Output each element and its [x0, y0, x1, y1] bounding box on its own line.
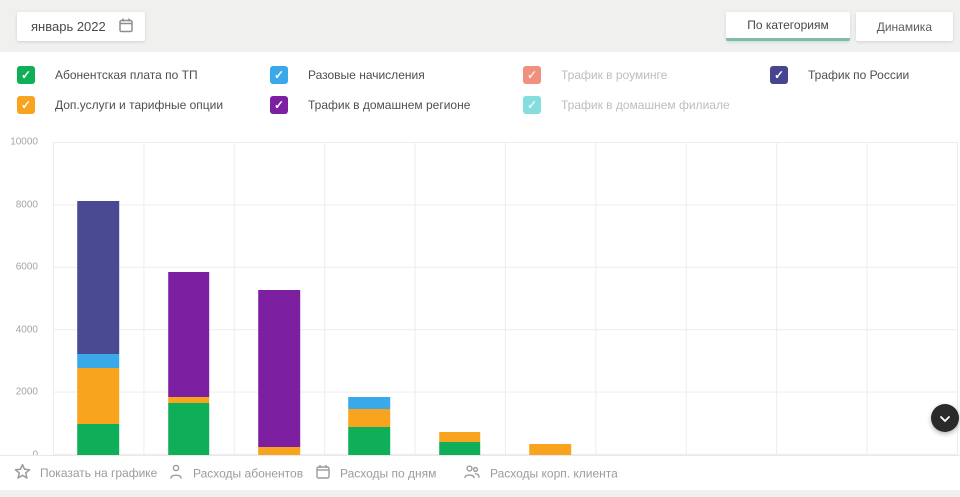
user-icon — [168, 464, 184, 483]
stacked-bar-6[interactable] — [529, 143, 571, 455]
legend-label: Трафик по России — [808, 68, 910, 82]
footer-item-label: Показать на графике — [40, 466, 158, 480]
bar-segment[interactable] — [77, 368, 119, 424]
footer-item-label: Расходы абонентов — [193, 466, 304, 480]
legend-item-subscription-fee[interactable]: ✓ Абонентская плата по ТП — [17, 66, 198, 84]
y-tick-label: 2000 — [15, 386, 38, 398]
bar-segment[interactable] — [438, 441, 481, 455]
y-tick-label: 4000 — [15, 324, 38, 336]
calendar-icon — [118, 17, 134, 36]
y-tick-label: 10000 — [10, 136, 38, 148]
bar-segment[interactable] — [77, 354, 119, 369]
top-bar: январь 2022 По категориям Динамика — [0, 0, 960, 52]
bar-segment[interactable] — [77, 200, 119, 355]
show-on-chart-button[interactable]: Показать на графике — [14, 463, 157, 483]
legend-label: Абонентская плата по ТП — [55, 68, 198, 82]
stacked-bar-5[interactable] — [438, 143, 481, 455]
calendar-icon — [315, 464, 331, 483]
legend-item-additional-services[interactable]: ✓ Доп.услуги и тарифные опции — [17, 96, 223, 114]
star-icon — [14, 463, 31, 483]
bar-segment[interactable] — [167, 403, 210, 455]
plot-area — [53, 142, 958, 455]
chevron-down-icon — [939, 411, 951, 426]
users-icon — [463, 464, 481, 483]
bar-column-1 — [53, 143, 143, 455]
checkbox-checked-icon[interactable]: ✓ — [17, 96, 35, 114]
bottom-toolbar: Показать на графике Расходы абонентов — [0, 455, 960, 490]
legend-item-russia-traffic[interactable]: ✓ Трафик по России — [770, 66, 909, 84]
bar-segment[interactable] — [348, 426, 391, 455]
y-tick-label: 6000 — [15, 261, 38, 273]
bar-segment[interactable] — [77, 423, 119, 455]
view-tabs: По категориям Динамика — [726, 12, 953, 41]
checkbox-checked-icon[interactable]: ✓ — [770, 66, 788, 84]
footer-item-label: Расходы корп. клиента — [490, 466, 618, 480]
stacked-bar-4[interactable] — [348, 143, 391, 455]
bar-segment[interactable] — [167, 396, 210, 404]
legend-label: Трафик в домашнем регионе — [308, 98, 471, 112]
tab-by-categories[interactable]: По категориям — [726, 12, 850, 41]
date-picker-button[interactable]: январь 2022 — [17, 12, 145, 41]
expenses-by-day-button[interactable]: Расходы по дням — [315, 464, 436, 483]
checkbox-checked-icon[interactable]: ✓ — [270, 66, 288, 84]
bar-column-3 — [234, 143, 324, 455]
bar-segment[interactable] — [529, 444, 571, 455]
bar-column-4 — [324, 143, 414, 455]
corporate-client-expenses-button[interactable]: Расходы корп. клиента — [463, 464, 618, 483]
y-axis: 10000 8000 6000 4000 2000 0 — [0, 137, 46, 461]
stacked-bar-2[interactable] — [167, 143, 210, 455]
legend-item-home-branch-traffic[interactable]: ✓ Трафик в домашнем филиале — [523, 96, 730, 114]
legend-label: Трафик в домашнем филиале — [561, 98, 730, 112]
legend-item-home-region-traffic[interactable]: ✓ Трафик в домашнем регионе — [270, 96, 470, 114]
bar-segment[interactable] — [348, 396, 391, 409]
checkbox-checked-icon[interactable]: ✓ — [17, 66, 35, 84]
bar-segment[interactable] — [258, 290, 300, 447]
date-picker-value: январь 2022 — [31, 19, 106, 34]
legend-item-one-time-charges[interactable]: ✓ Разовые начисления — [270, 66, 425, 84]
y-tick-label: 8000 — [15, 199, 38, 211]
legend-item-roaming-traffic[interactable]: ✓ Трафик в роуминге — [523, 66, 667, 84]
bar-segment[interactable] — [348, 408, 391, 427]
checkbox-checked-icon[interactable]: ✓ — [270, 96, 288, 114]
footer-item-label: Расходы по дням — [340, 466, 437, 480]
legend-label: Доп.услуги и тарифные опции — [55, 98, 224, 112]
bar-segment[interactable] — [438, 431, 481, 442]
bar-column-6 — [505, 143, 595, 455]
bar-column-2 — [143, 143, 233, 455]
main-panel: ✓ Абонентская плата по ТП ✓ Разовые начи… — [0, 52, 960, 490]
subscriber-expenses-button[interactable]: Расходы абонентов — [168, 464, 303, 483]
scroll-down-button[interactable] — [931, 404, 959, 432]
bar-column-5 — [415, 143, 505, 455]
legend-label: Трафик в роуминге — [561, 68, 668, 82]
bar-segment[interactable] — [258, 446, 300, 455]
bar-segment[interactable] — [167, 272, 210, 397]
legend-label: Разовые начисления — [308, 68, 425, 82]
tab-dynamics[interactable]: Динамика — [855, 12, 953, 41]
stacked-bar-3[interactable] — [258, 143, 300, 455]
checkbox-checked-icon[interactable]: ✓ — [523, 66, 541, 84]
checkbox-checked-icon[interactable]: ✓ — [523, 96, 541, 114]
stacked-bar-1[interactable] — [77, 143, 119, 455]
